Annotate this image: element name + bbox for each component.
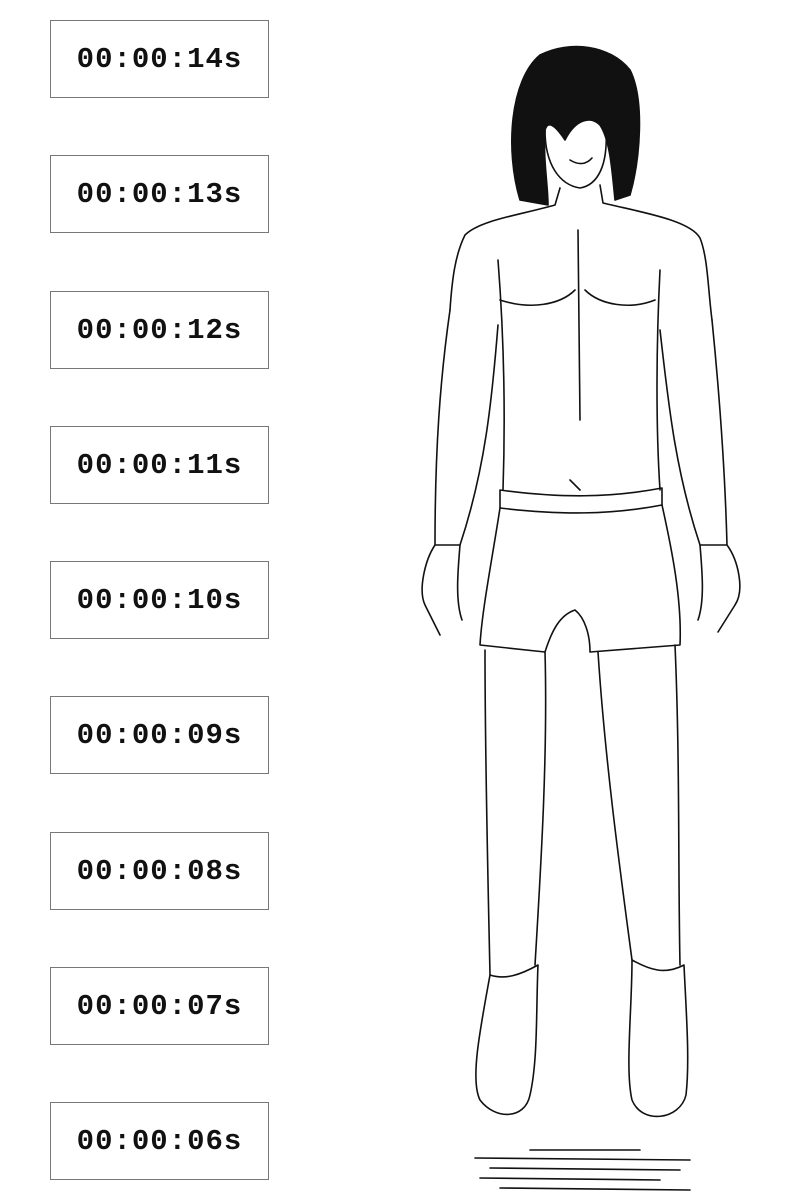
timer-box-1: 00:00:14s [50,20,269,98]
timer-text: 00:00:06s [76,1124,243,1158]
timer-text: 00:00:14s [76,42,243,76]
timer-box-3: 00:00:12s [50,291,269,369]
timer-box-5: 00:00:10s [50,561,269,639]
timer-text: 00:00:12s [76,313,243,347]
timer-text: 00:00:09s [76,718,243,752]
timer-text: 00:00:11s [76,448,243,482]
timer-text: 00:00:10s [76,583,243,617]
timer-box-2: 00:00:13s [50,155,269,233]
timer-text: 00:00:07s [76,989,243,1023]
timer-box-9: 00:00:06s [50,1102,269,1180]
timer-text: 00:00:13s [76,177,243,211]
timer-box-6: 00:00:09s [50,696,269,774]
timer-box-4: 00:00:11s [50,426,269,504]
timer-box-7: 00:00:08s [50,832,269,910]
hair [511,45,641,206]
timer-text: 00:00:08s [76,854,243,888]
standing-figure-illustration [421,45,741,1191]
timer-box-8: 00:00:07s [50,967,269,1045]
